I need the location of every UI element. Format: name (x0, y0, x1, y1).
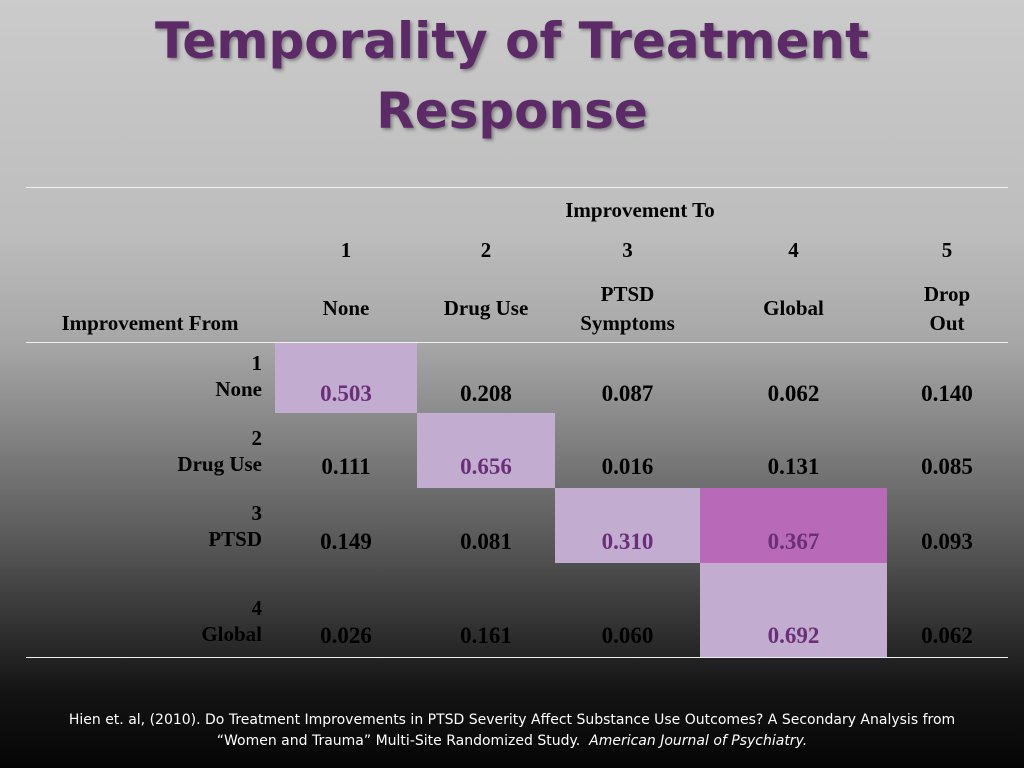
cell-ptsd-global: 0.367 (700, 488, 887, 563)
row-name: Global (201, 622, 262, 646)
citation-line1: Hien et. al, (2010). Do Treatment Improv… (68, 712, 956, 728)
cell-value: 0.692 (767, 623, 820, 648)
slide-title-line2: Response (376, 82, 648, 140)
cell-none-ptsd: 0.087 (555, 343, 700, 413)
table-header-rule (26, 342, 1008, 343)
row-header: Improvement From (61, 311, 239, 335)
col-label-none: None (322, 296, 370, 320)
cell-value: 0.062 (767, 381, 820, 406)
citation-study: “Women and Trauma” Multi-Site Randomized… (216, 733, 581, 749)
col-label-global: Global (763, 296, 824, 320)
cell-none-drop-out: 0.140 (887, 343, 1007, 413)
cell-value: 0.026 (320, 623, 372, 648)
group-header: Improvement To (565, 198, 715, 222)
col-label-out: Out (929, 311, 965, 335)
col-num-2: 2 (480, 238, 492, 262)
cell-value: 0.310 (601, 529, 654, 554)
cell-value: 0.208 (460, 381, 512, 406)
cell-ptsd-drop-out: 0.093 (887, 488, 1007, 563)
row-num: 4 (251, 596, 263, 620)
cell-none-drug-use: 0.208 (417, 343, 555, 413)
row-num: 3 (251, 501, 263, 525)
col-num-3: 3 (622, 238, 633, 262)
row-label-1: 1 None (60, 350, 262, 402)
cell-drug-use-drug-use: 0.656 (417, 413, 555, 488)
cell-ptsd-drug-use: 0.081 (417, 488, 555, 563)
col-label-ptsd: PTSD (600, 282, 655, 306)
cell-global-ptsd: 0.060 (555, 563, 700, 657)
cell-value: 0.111 (321, 454, 371, 479)
cell-global-none: 0.026 (275, 563, 417, 657)
cell-drug-use-ptsd: 0.016 (555, 413, 700, 488)
slide-title-line1: Temporality of Treatment (154, 12, 870, 70)
cell-value: 0.060 (601, 623, 654, 648)
cell-ptsd-ptsd: 0.310 (555, 488, 700, 563)
citation: Hien et. al, (2010). Do Treatment Improv… (0, 710, 1024, 752)
col-num-1: 1 (340, 238, 352, 262)
row-label-3: 3 PTSD (60, 500, 262, 552)
cell-value: 0.062 (921, 623, 973, 648)
col-label-drug-use: Drug Use (443, 296, 529, 320)
cell-value: 0.161 (460, 623, 512, 648)
cell-value: 0.085 (921, 454, 973, 479)
cell-drug-use-drop-out: 0.085 (887, 413, 1007, 488)
col-label-drop: Drop (923, 282, 971, 306)
table-top-rule (26, 187, 1008, 188)
cell-value: 0.149 (320, 529, 372, 554)
cell-none-none: 0.503 (275, 343, 417, 413)
cell-value: 0.367 (767, 529, 820, 554)
cell-value: 0.087 (601, 381, 654, 406)
cell-value: 0.656 (460, 454, 512, 479)
row-num: 2 (251, 426, 263, 450)
cell-value: 0.016 (601, 454, 654, 479)
cell-value: 0.503 (320, 381, 372, 406)
cell-drug-use-none: 0.111 (275, 413, 417, 488)
row-name: None (215, 377, 262, 401)
cell-ptsd-none: 0.149 (275, 488, 417, 563)
col-label-symptoms: Symptoms (580, 311, 675, 335)
col-num-5: 5 (941, 238, 953, 262)
cell-global-drug-use: 0.161 (417, 563, 555, 657)
cell-none-global: 0.062 (700, 343, 887, 413)
cell-drug-use-global: 0.131 (700, 413, 887, 488)
row-label-2: 2 Drug Use (60, 425, 262, 477)
cell-global-drop-out: 0.062 (887, 563, 1007, 657)
col-num-4: 4 (788, 238, 799, 262)
cell-value: 0.131 (767, 454, 820, 479)
row-num: 1 (251, 351, 263, 375)
cell-value: 0.081 (460, 529, 512, 554)
cell-value: 0.093 (921, 529, 973, 554)
table-bottom-rule (26, 657, 1008, 658)
row-name: Drug Use (177, 452, 262, 476)
row-name: PTSD (208, 527, 262, 551)
citation-line2: “Women and Trauma” Multi-Site Randomized… (0, 731, 1024, 752)
citation-journal: American Journal of Psychiatry. (589, 733, 808, 749)
row-label-4: 4 Global (60, 595, 262, 647)
cell-value: 0.140 (921, 381, 973, 406)
cell-global-global: 0.692 (700, 563, 887, 657)
slide-title: Temporality of Treatment Response (0, 12, 1024, 140)
